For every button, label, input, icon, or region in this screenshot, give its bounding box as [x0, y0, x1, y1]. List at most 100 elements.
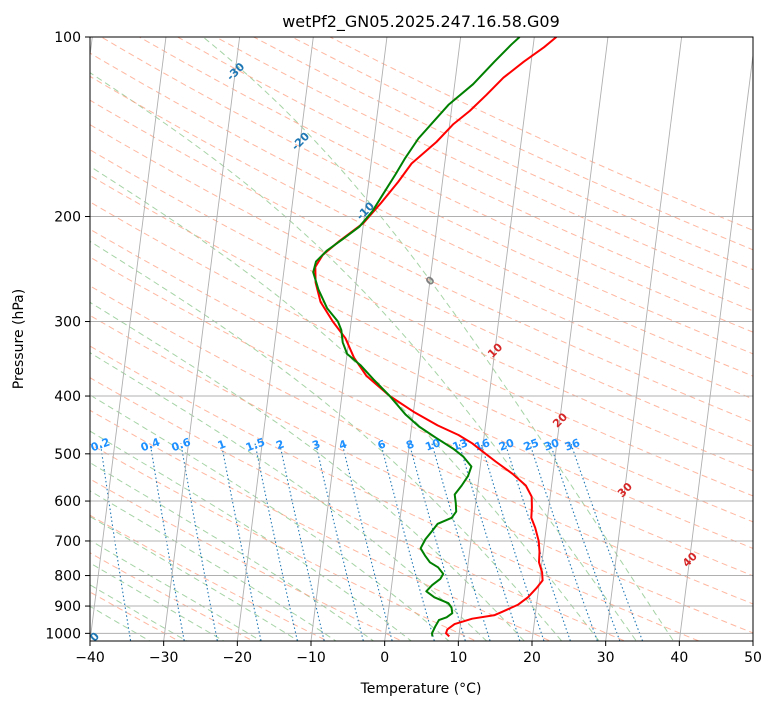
temperature-line: [314, 37, 558, 638]
moist-adiabat: [90, 394, 450, 641]
mixing-ratio-label: 0.6: [170, 435, 193, 454]
mixing-ratio-label: 0.2: [89, 435, 112, 454]
dry-adiabat: [90, 285, 753, 605]
mixing-ratio-line: [99, 443, 132, 641]
moist-adiabat: [90, 515, 300, 641]
mixing-ratio-label: 1.5: [244, 435, 267, 454]
mixing-ratio-line: [570, 443, 644, 641]
mixing-ratio-line: [315, 443, 364, 641]
moist-adiabat: [90, 430, 412, 641]
dry-adiabat: [90, 228, 753, 549]
y-axis-ticks: 100 200 300 400 500 600 700 800 900 1000: [45, 30, 90, 642]
dry-adiabat: [90, 99, 753, 423]
moist-adiabat: [90, 165, 600, 641]
x-tick-label: 40: [670, 650, 688, 666]
moist-adiabat: [90, 605, 151, 641]
mixing-ratio-label: 1: [216, 438, 228, 453]
moist-adiabat: [90, 301, 525, 641]
isotherm-line: [90, 37, 167, 641]
moist-adiabat: [90, 240, 563, 641]
dry-adiabat: [90, 149, 753, 472]
isotherm-line: [531, 37, 609, 641]
dry-adiabat: [90, 591, 180, 641]
x-tick-label: −20: [223, 650, 253, 666]
moist-adiabat: [90, 562, 225, 641]
mixing-ratio-label: 2: [274, 438, 286, 453]
mixing-ratio-line: [458, 443, 521, 641]
isotherm-line: [310, 37, 388, 641]
y-axis-title: Pressure (hPa): [11, 289, 27, 389]
y-tick-label: 100: [54, 30, 81, 46]
mixing-ratio-lines: [99, 443, 644, 641]
isotherm-line: [457, 37, 535, 641]
mixing-ratio-label: 25: [522, 436, 541, 453]
mixing-ratio-line: [341, 443, 393, 641]
dry-adiabat: [90, 345, 701, 641]
mixing-ratio-line: [149, 443, 185, 641]
chart-title: wetPf2_GN05.2025.247.16.58.G09: [282, 12, 560, 32]
x-axis-title: Temperature (°C): [360, 681, 482, 697]
y-tick-label: 200: [54, 210, 81, 226]
isotherm-label: -40: [79, 629, 102, 652]
y-tick-label: 500: [54, 447, 81, 463]
isotherms: [90, 37, 753, 641]
y-tick-label: 400: [54, 389, 81, 405]
x-tick-label: 0: [380, 650, 389, 666]
plot-frame: [89, 36, 754, 642]
isotherm-line: [163, 37, 241, 641]
mixing-ratio-line: [220, 443, 262, 641]
mixing-ratio-label: 4: [337, 437, 349, 452]
dry-adiabat: [138, 37, 753, 333]
mixing-ratio-line: [180, 443, 218, 641]
x-axis-ticks: −40 −30 −20 −10 0 10 20 30 40 50: [75, 641, 762, 666]
mixing-ratio-line: [254, 443, 299, 641]
moist-adiabat: [90, 72, 637, 641]
mixing-ratio-label: 16: [473, 436, 492, 454]
isotherm-label: 10: [485, 340, 505, 360]
dewpoint-line: [312, 37, 521, 637]
plot-area: -100-90-80-70-60-50-40-30-20-10010203040…: [5, 37, 753, 652]
mixing-ratio-line: [549, 443, 621, 641]
mixing-ratio-line: [380, 443, 435, 641]
isotherm-label: -50: [5, 629, 28, 652]
mixing-ratio-label: 36: [563, 436, 582, 454]
mixing-ratio-line: [529, 443, 598, 641]
isotherm-label: 20: [550, 410, 570, 430]
dry-adiabat: [329, 37, 753, 231]
dry-adiabat: [90, 256, 753, 577]
mixing-ratio-label: 13: [451, 436, 470, 453]
mixing-ratio-line: [279, 443, 325, 641]
dry-adiabat: [100, 37, 753, 355]
dry-adiabat: [90, 201, 753, 523]
x-tick-label: −10: [296, 650, 326, 666]
y-tick-label: 800: [54, 569, 81, 585]
mixing-ratio-label: 3: [310, 438, 322, 453]
moist-adiabat: [202, 37, 675, 641]
isotherm-line: [605, 37, 683, 641]
mixing-ratio-label: 0.4: [139, 435, 162, 454]
moist-adiabat: [90, 584, 188, 641]
moist-adiabats: [90, 37, 675, 641]
x-tick-label: 20: [523, 650, 541, 666]
y-tick-label: 700: [54, 534, 81, 550]
y-tick-label: 300: [54, 315, 81, 331]
dry-adiabat: [90, 377, 626, 641]
isotherm-label: -30: [224, 60, 247, 83]
y-tick-label: 900: [54, 599, 81, 615]
dry-adiabat: [90, 174, 753, 497]
x-tick-label: −40: [75, 650, 105, 666]
mixing-ratio-label: 10: [423, 436, 442, 454]
x-tick-label: 50: [744, 650, 762, 666]
dry-adiabat: [90, 75, 753, 400]
pressure-gridlines: [90, 37, 753, 634]
x-tick-label: 30: [597, 650, 615, 666]
y-tick-label: 1000: [45, 626, 81, 642]
x-tick-label: −30: [149, 650, 179, 666]
dry-adiabat: [90, 52, 753, 377]
mixing-ratio-labels: 0.1 0.2 0.4 0.6 1 1.5 2 3 4 6 8 10 13 16 20 25 30 36: [89, 435, 582, 454]
isotherm-line: [678, 51, 753, 641]
isotherm-line: [90, 37, 93, 59]
isotherm-line: [236, 37, 314, 641]
